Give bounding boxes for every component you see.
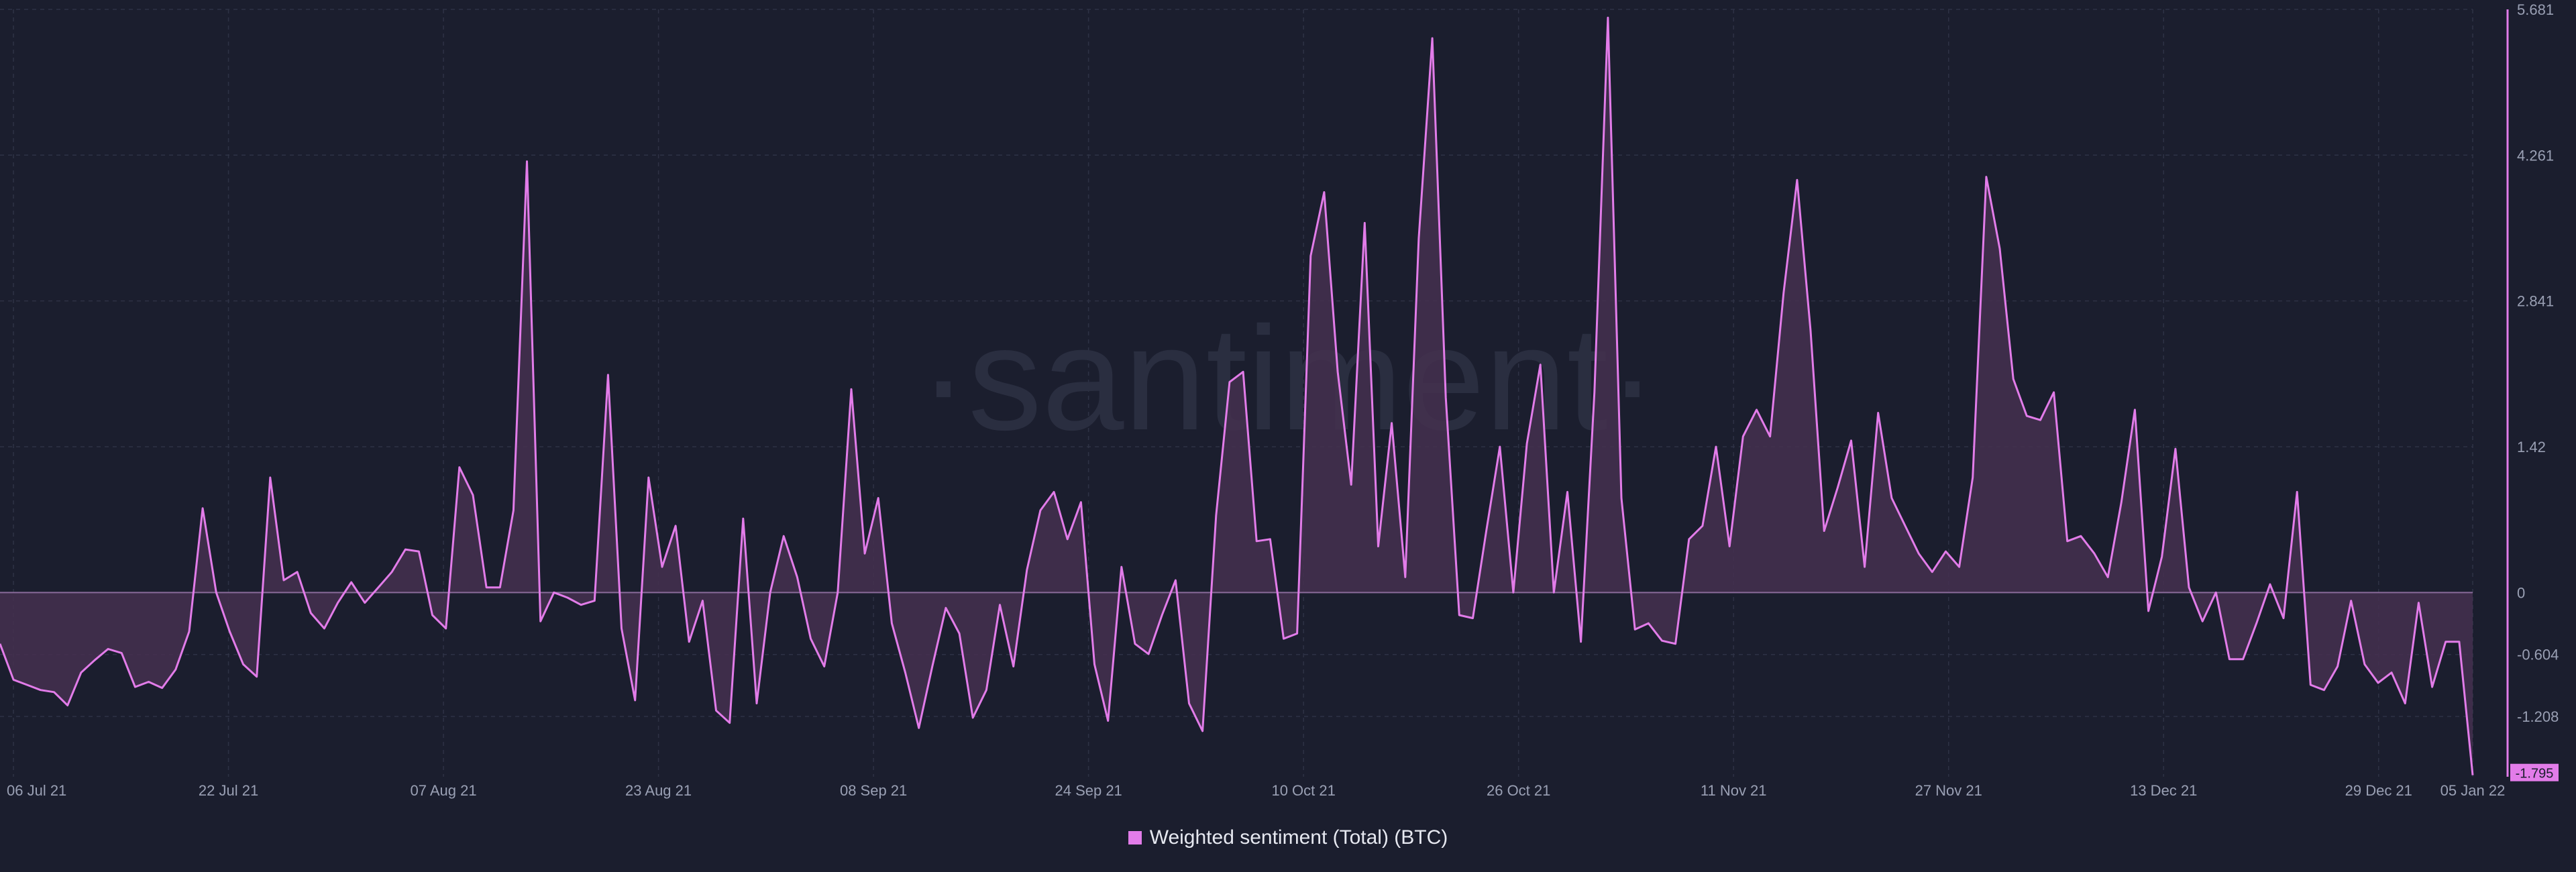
x-tick-label: 11 Nov 21 <box>1701 782 1767 799</box>
sentiment-line <box>0 16 2474 775</box>
x-tick-label: 27 Nov 21 <box>1915 782 1982 799</box>
y-tick-label: -1.208 <box>2517 708 2559 725</box>
x-tick-label: 08 Sep 21 <box>840 782 907 799</box>
last-value-badge: -1.795 <box>2510 763 2559 781</box>
y-tick-label: 5.681 <box>2517 1 2554 18</box>
legend-label: Weighted sentiment (Total) (BTC) <box>1149 826 1448 849</box>
last-value-label: -1.795 <box>2516 767 2554 781</box>
x-tick-label: 07 Aug 21 <box>411 782 477 799</box>
x-tick-label: 05 Jan 22 <box>2440 782 2506 799</box>
y-axis: 5.681 4.261 2.841 1.42 0 -0.604 -1.208 <box>2517 1 2559 725</box>
x-tick-label: 13 Dec 21 <box>2130 782 2197 799</box>
y-tick-label: 0 <box>2517 584 2525 601</box>
x-tick-label: 24 Sep 21 <box>1055 782 1122 799</box>
legend-swatch-icon <box>1128 831 1142 844</box>
y-tick-label: 2.841 <box>2517 293 2554 310</box>
y-tick-label: 1.42 <box>2517 439 2546 455</box>
watermark: ·santiment· <box>919 296 1657 461</box>
legend[interactable]: Weighted sentiment (Total) (BTC) <box>0 826 2576 849</box>
y-tick-label: 4.261 <box>2517 147 2554 164</box>
sentiment-area-fill <box>0 17 2473 775</box>
x-tick-label: 26 Oct 21 <box>1487 782 1550 799</box>
x-tick-label: 10 Oct 21 <box>1271 782 1335 799</box>
x-tick-label: 22 Jul 21 <box>199 782 258 799</box>
x-tick-label: 29 Dec 21 <box>2345 782 2412 799</box>
x-axis: 06 Jul 21 22 Jul 21 07 Aug 21 23 Aug 21 08 S… <box>7 782 2505 799</box>
x-tick-label: 23 Aug 21 <box>625 782 692 799</box>
last-value-badge-bg <box>2510 763 2559 781</box>
y-tick-label: -0.604 <box>2517 647 2559 663</box>
x-tick-label: 06 Jul 21 <box>7 782 66 799</box>
